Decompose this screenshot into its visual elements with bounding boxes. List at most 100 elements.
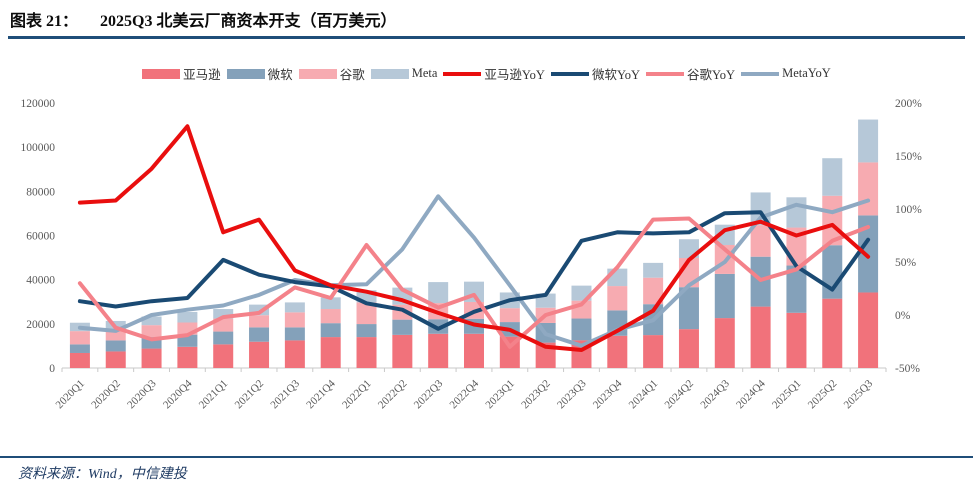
- legend-label: 亚马逊: [183, 68, 221, 82]
- bar-segment-谷歌: [105, 328, 126, 341]
- bar-segment-亚马逊: [356, 337, 377, 368]
- legend-label: 微软: [267, 68, 293, 82]
- legend-label: Meta: [411, 66, 438, 80]
- left-axis-tick-label: 60000: [26, 231, 55, 243]
- legend-bar-swatch-icon-Meta: [370, 68, 409, 79]
- bar-segment-微软: [320, 323, 341, 338]
- x-axis-category-label: 2020Q3: [125, 377, 159, 411]
- bar-segment-谷歌: [499, 308, 520, 323]
- legend-item-亚马逊: 亚马逊: [142, 64, 221, 83]
- right-axis-tick-label: 100%: [895, 204, 922, 216]
- bar-segment-谷歌: [320, 309, 341, 324]
- x-axis-category-label: 2021Q4: [304, 377, 338, 411]
- figure-number-label: 图表 21：: [10, 13, 79, 30]
- bar-segment-Meta: [858, 119, 879, 163]
- bar-segment-微软: [714, 273, 735, 319]
- bar-segment-Meta: [428, 282, 449, 304]
- legend-line-swatch-icon-MetaYoY: [741, 71, 780, 76]
- legend-label: 微软YoY: [591, 68, 641, 82]
- bar-segment-微软: [392, 319, 413, 335]
- x-axis-category-label: 2025Q1: [770, 378, 804, 412]
- bar-segment-微软: [284, 327, 305, 341]
- bar-segment-亚马逊: [428, 333, 449, 368]
- bar-segment-亚马逊: [105, 351, 126, 368]
- bar-segment-亚马逊: [69, 352, 90, 368]
- bar-segment-谷歌: [356, 302, 377, 325]
- x-axis-category-label: 2023Q1: [483, 378, 517, 412]
- x-axis-category-label: 2024Q2: [663, 378, 697, 412]
- legend-line-swatch-icon-谷歌YoY: [646, 71, 685, 76]
- bar-segment-亚马逊: [858, 292, 879, 368]
- right-axis-tick-label: 200%: [895, 98, 922, 110]
- bar-segment-谷歌: [249, 315, 270, 328]
- bar-segment-Meta: [643, 262, 664, 278]
- x-axis-category-label: 2024Q1: [627, 378, 661, 412]
- left-axis-tick-label: 120000: [21, 98, 56, 110]
- x-axis-category-label: 2021Q3: [268, 377, 302, 411]
- bar-segment-亚马逊: [177, 346, 198, 368]
- chart-legend: 亚马逊 微软 谷歌 Meta 亚马逊YoY 微软YoY 谷歌YoY MetaYoY: [0, 64, 973, 83]
- legend-item-亚马逊YoY: 亚马逊YoY: [443, 64, 545, 83]
- bar-segment-Meta: [786, 197, 807, 228]
- bar-segment-Meta: [177, 311, 198, 323]
- legend-item-MetaYoY: MetaYoY: [741, 66, 831, 81]
- bar-segment-亚马逊: [750, 306, 771, 368]
- right-axis-tick-label: 150%: [895, 151, 922, 163]
- figure-title: 2025Q3 北美云厂商资本开支（百万美元）: [100, 13, 397, 30]
- x-axis-category-label: 2020Q1: [53, 378, 87, 412]
- x-axis-category-label: 2023Q4: [591, 377, 625, 411]
- yoy-line-MetaYoY: [77, 194, 871, 348]
- bar-segment-谷歌: [69, 331, 90, 345]
- legend-item-谷歌: 谷歌: [298, 64, 365, 83]
- x-axis-category-label: 2023Q3: [555, 377, 589, 411]
- x-axis-category-label: 2022Q4: [448, 377, 482, 411]
- bar-segment-亚马逊: [822, 298, 843, 368]
- x-axis-category-label: 2020Q4: [161, 377, 195, 411]
- bar-segment-微软: [571, 318, 592, 341]
- bar-segment-Meta: [284, 302, 305, 313]
- bar-segment-谷歌: [750, 225, 771, 257]
- x-axis-category-label: 2025Q2: [806, 378, 840, 412]
- legend-item-谷歌YoY: 谷歌YoY: [646, 64, 735, 83]
- bar-segment-谷歌: [284, 312, 305, 328]
- bar-segment-微软: [428, 319, 449, 334]
- bar-segment-微软: [69, 344, 90, 353]
- legend-label: MetaYoY: [782, 66, 831, 80]
- yoy-line-亚马逊YoY: [77, 124, 871, 352]
- bar-segment-微软: [858, 215, 879, 293]
- bar-segment-Meta: [822, 158, 843, 196]
- bar-segment-亚马逊: [392, 334, 413, 368]
- left-axis-tick-label: 80000: [26, 186, 55, 198]
- x-axis-category-label: 2022Q1: [340, 378, 374, 412]
- bar-segment-微软: [213, 331, 234, 345]
- legend-bar-swatch-icon-亚马逊: [142, 68, 181, 79]
- bar-segment-谷歌: [858, 162, 879, 216]
- x-axis-category-label: 2022Q2: [376, 378, 410, 412]
- x-axis-category-label: 2023Q2: [519, 378, 553, 412]
- legend-label: 亚马逊YoY: [484, 68, 545, 82]
- x-axis-category-label: 2024Q3: [698, 377, 732, 411]
- bar-segment-Meta: [320, 297, 341, 310]
- capex-combo-chart: 0 20000 40000 60000 80000 100000 120000 -50% 0% 5…: [21, 98, 923, 412]
- left-axis-tick-label: 20000: [26, 319, 55, 331]
- bar-segment-谷歌: [643, 277, 664, 305]
- legend-bar-swatch-icon-微软: [226, 68, 265, 79]
- bar-segment-Meta: [249, 304, 270, 316]
- bar-segment-微软: [105, 340, 126, 352]
- legend-label: 谷歌YoY: [687, 68, 736, 82]
- bar-segment-亚马逊: [678, 329, 699, 368]
- left-axis-tick-label: 0: [49, 363, 55, 375]
- x-axis-category-label: 2022Q3: [412, 377, 446, 411]
- right-axis-tick-label: 0%: [895, 310, 911, 322]
- bar-segment-亚马逊: [141, 348, 162, 368]
- bar-segment-微软: [249, 327, 270, 342]
- legend-bar-swatch-icon-谷歌: [298, 68, 337, 79]
- bar-segment-微软: [786, 265, 807, 313]
- x-axis-category-label: 2025Q3: [842, 377, 876, 411]
- bar-segment-亚马逊: [464, 333, 484, 368]
- footer-divider: [0, 456, 973, 458]
- bar-segment-谷歌: [822, 195, 843, 246]
- bar-segment-Meta: [141, 316, 162, 326]
- bar-segment-微软: [141, 337, 162, 349]
- x-axis-category-label: 2021Q1: [197, 378, 231, 412]
